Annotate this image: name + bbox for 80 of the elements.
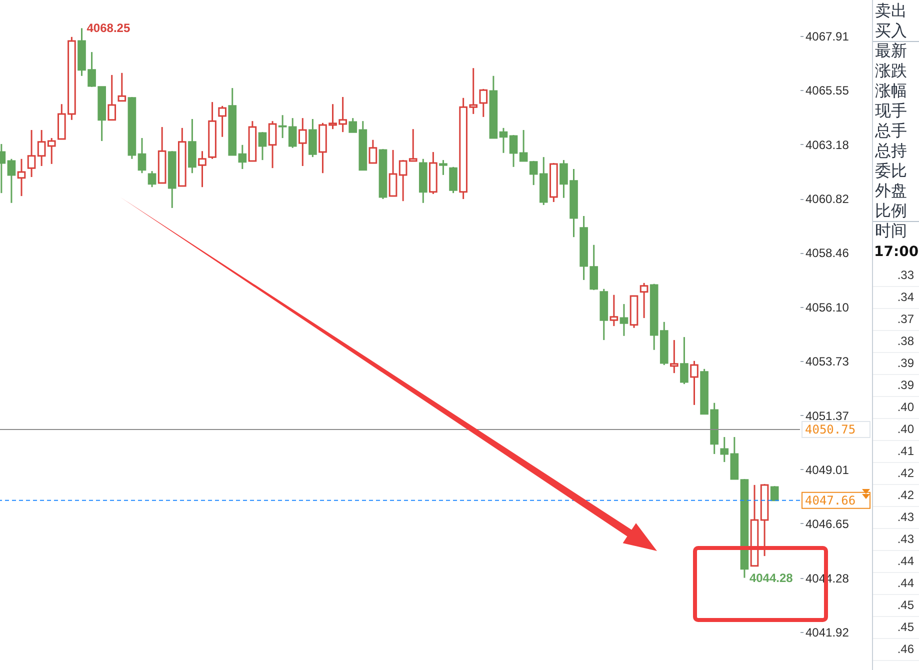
y-tick-label: 4053.73 [806,354,850,369]
candlestick [17,158,26,197]
candlestick [398,159,408,202]
candlestick [27,129,36,178]
candlestick [449,166,458,194]
candlestick [108,74,116,121]
text: .44 [873,550,919,573]
text: 最新 [874,41,908,61]
text: 时间 [874,221,908,241]
ref-line-label: 4047.66 [805,493,856,508]
y-tick-label: 4063.18 [806,138,850,152]
text: 涨幅 [874,81,908,101]
text: .37 [873,308,919,331]
candlestick [388,149,398,197]
candlestick [258,131,267,161]
annotation: 4068.25 [86,21,130,36]
y-tick-label: 4060.82 [806,192,850,206]
text: 委比 [874,161,908,181]
candlestick [37,129,46,167]
candlestick [479,88,488,118]
y-tick-label: 4051.37 [806,408,850,423]
y-tick-label: 4046.65 [806,516,850,531]
text: .46 [873,638,919,661]
text: .45 [873,616,919,639]
text: .39 [873,374,919,397]
candlestick [268,120,277,169]
candlestick [670,339,678,374]
annotation: 4044.28 [749,570,794,585]
y-tick-label: 4067.91 [806,30,850,44]
candlestick [610,294,618,327]
text: 涨跌 [874,61,908,81]
candlestick [620,303,628,337]
text: 买入 [873,21,919,42]
text: .44 [873,572,919,595]
text: .38 [873,330,919,353]
candlestick [198,150,206,188]
candlestick [7,158,16,204]
text: .42 [873,462,919,485]
text: .33 [873,264,919,287]
candlestick [519,129,528,162]
y-tick-label: 4065.55 [806,84,850,98]
candlestick [770,485,779,502]
candlestick [298,117,307,167]
y-tick-label: 4049.01 [806,462,850,477]
text: .42 [873,484,919,507]
candlestick [690,360,698,406]
candlestick [680,336,688,385]
text: .43 [873,528,919,551]
candlestick [720,436,729,463]
candlestick [640,282,648,319]
candlestick [288,117,297,149]
candlestick [499,127,508,154]
text: 外盘 [874,181,908,201]
y-tick-label: 4041.92 [806,625,850,640]
candlestick [118,72,126,102]
text: .39 [873,352,919,375]
text: 17:00 [873,243,919,262]
candlestick [138,137,146,174]
candlestick [439,159,448,176]
y-tick-label: 4058.46 [806,246,850,260]
text: .34 [873,286,919,309]
text: 总持 [874,141,908,161]
candlestick [47,137,56,165]
text: .41 [873,440,919,463]
text: .40 [873,396,919,419]
y-tick-label: 4056.10 [806,300,850,314]
text: 总手 [874,121,908,141]
candlestick [408,128,418,162]
candlestick [148,170,156,188]
text: 卖出 [874,1,908,21]
candlestick [368,139,378,164]
text: .45 [873,594,919,617]
candlestick [278,114,287,139]
text: 比例 [873,201,919,222]
candlestick [218,105,226,138]
ref-line-label: 4050.75 [805,422,856,436]
text: 现手 [874,101,908,121]
text: .43 [873,506,919,529]
text: .40 [873,418,919,441]
candlestick [509,134,518,168]
